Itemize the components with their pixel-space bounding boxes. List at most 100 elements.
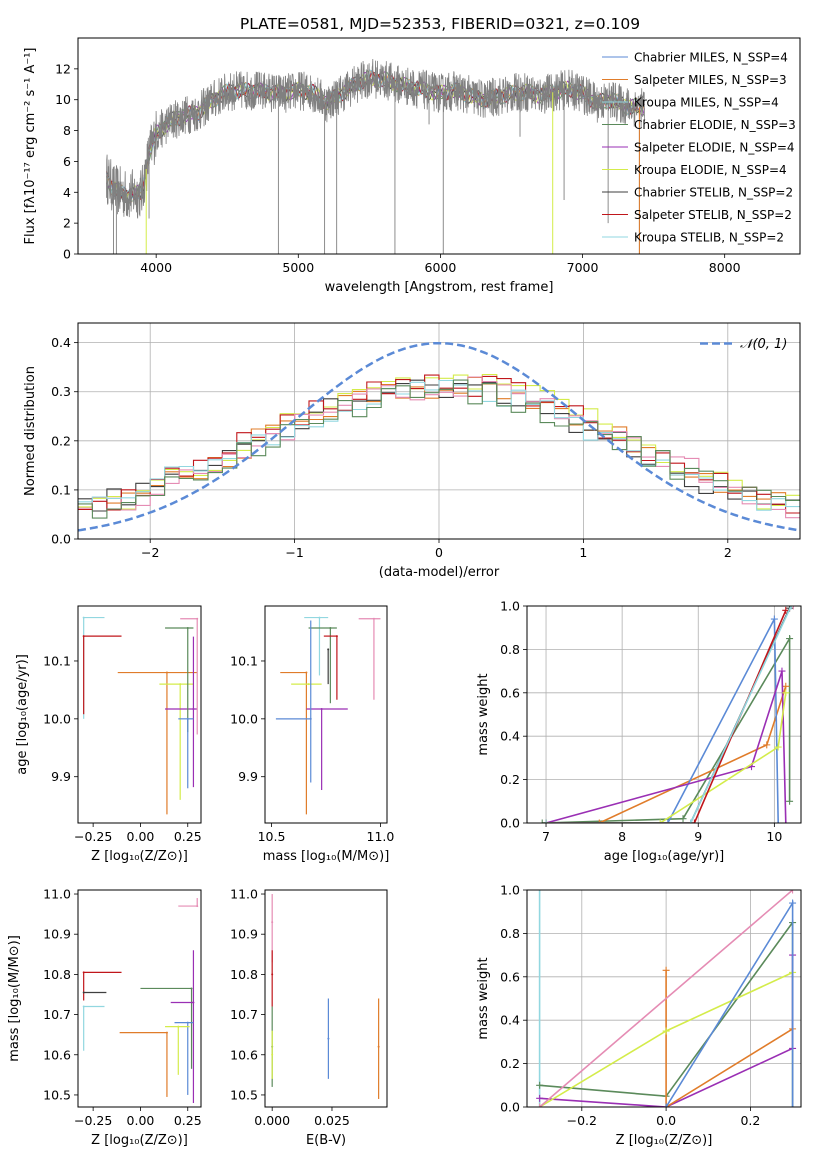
data-point (372, 617, 375, 620)
x-tick-label: 8 (618, 829, 626, 844)
legend-entry: Chabrier MILES, N_SSP=4 (634, 51, 788, 65)
data-point (271, 1053, 274, 1056)
data-point (320, 708, 323, 711)
y-tick-label: 10.9 (43, 927, 71, 942)
y-tick-label: 8 (63, 123, 71, 138)
histogram-step (78, 376, 800, 519)
x-tick-label: 0 (435, 545, 443, 560)
mass-weight-line (545, 670, 787, 823)
mass-weight-line (546, 692, 787, 823)
x-tick-label: −0.25 (74, 829, 112, 844)
x-tick-label: 0.2 (740, 1113, 760, 1128)
x-tick-label: 6000 (425, 260, 457, 275)
y-tick-label: 0.8 (500, 926, 520, 941)
legend-entry: 𝒩(0, 1) (740, 337, 787, 352)
x-tick-label: 0.00 (127, 829, 155, 844)
data-point (329, 626, 332, 629)
mass-weight-marker (662, 1103, 670, 1107)
mass-weight-marker (690, 819, 698, 823)
mass-weight-line (539, 890, 794, 1107)
legend-entry: Kroupa STELIB, N_SSP=2 (634, 231, 784, 245)
legend-entry: Kroupa ELODIE, N_SSP=4 (634, 163, 787, 177)
y-tick-label: 10.9 (230, 927, 258, 942)
mass-weight-marker (536, 890, 544, 894)
y-axis-label: mass [log₁₀(M/M⊙)] (7, 935, 22, 1062)
y-tick-label: 0.8 (500, 642, 520, 657)
x-tick-label: 0.25 (174, 1113, 202, 1128)
x-tick-label: 0.25 (174, 829, 202, 844)
legend-entry: Chabrier STELIB, N_SSP=2 (634, 186, 793, 200)
mass-weight-line (546, 606, 792, 823)
data-point (309, 717, 312, 720)
y-tick-label: 4 (63, 185, 71, 200)
data-point (82, 971, 85, 974)
mass-weight-marker (786, 797, 794, 805)
y-tick-label: 10 (55, 92, 71, 107)
plot-area (271, 894, 380, 1099)
axes-frame (77, 605, 202, 824)
x-tick-label: 10.5 (258, 829, 286, 844)
mass-weight-marker (782, 682, 790, 690)
x-tick-label: 2 (724, 545, 732, 560)
data-point (82, 1005, 85, 1008)
x-axis-label: E(B-V) (306, 1133, 346, 1148)
x-axis-label: wavelength [Angstrom, rest frame] (325, 280, 554, 295)
panel-residuals: −2 −1 0 1 2 0.0 0.1 0.2 0.3 0.4 (data-model)/error… (23, 322, 801, 580)
mass-weight-marker (782, 689, 790, 697)
normal-curve (78, 341, 800, 532)
y-tick-label: 10.7 (230, 1007, 258, 1022)
data-point (271, 973, 274, 976)
data-spectrum-line (106, 58, 646, 219)
data-point (271, 921, 274, 924)
data-point (335, 635, 338, 638)
mass-weight-marker (763, 741, 771, 749)
y-tick-label: 2 (63, 216, 71, 231)
mass-weight-marker (536, 1103, 544, 1107)
plot-area (275, 616, 381, 815)
panel-mass_vs_Z: −0.25 0.00 0.25 10.5 10.6 10.7 10.8 10.9 11.0 Z [… (7, 887, 202, 1148)
data-point (190, 987, 193, 990)
y-tick-label: 0.6 (500, 969, 520, 984)
y-tick-label: 11.0 (43, 887, 71, 902)
mass-weight-marker (595, 819, 603, 823)
y-tick-label: 10.8 (230, 967, 258, 982)
x-axis-label: age [log₁₀(age/yr)] (604, 849, 725, 864)
mass-weight-marker (770, 615, 778, 623)
mass-weight-marker (774, 743, 782, 751)
mass-weight-marker (679, 815, 687, 823)
panel-mass_weight_vs_age: 7 8 9 10 0.0 0.2 0.4 0.6 0.8 1.0 age [log₁₀(age/yr… (476, 599, 802, 864)
y-axis-label: mass weight (476, 957, 491, 1039)
legend-entry: Salpeter STELIB, N_SSP=2 (634, 208, 792, 222)
y-axis-label: age [log₁₀(age/yr)] (15, 654, 30, 775)
histogram-step (78, 374, 800, 514)
y-tick-label: 0.4 (500, 729, 520, 744)
mass-weight-marker (664, 819, 672, 823)
mass-weight-line (665, 970, 794, 1107)
data-point (177, 1025, 180, 1028)
panel-mass_weight_vs_Z: −0.2 0.0 0.2 0.0 0.2 0.4 0.6 0.8 1.0 Z [log₁₀(Z/Z… (476, 883, 802, 1148)
data-point (186, 626, 189, 629)
x-tick-label: 10 (766, 829, 782, 844)
y-tick-label: 0.0 (500, 1100, 520, 1115)
data-point (307, 683, 310, 686)
y-tick-label: 0.4 (500, 1013, 520, 1028)
mass-weight-marker (789, 1103, 797, 1107)
mass-weight-marker (789, 606, 797, 610)
x-tick-label: −1 (285, 545, 303, 560)
plot-area (82, 616, 199, 815)
x-tick-label: 4000 (140, 260, 172, 275)
y-tick-label: 9.9 (238, 769, 258, 784)
x-tick-label: −0.25 (74, 1113, 112, 1128)
axes-frame (264, 605, 388, 824)
data-point (377, 1045, 380, 1048)
mass-weight-marker (687, 819, 695, 823)
y-tick-label: 10.6 (230, 1047, 258, 1062)
plot-area (106, 58, 646, 254)
y-tick-label: 10.5 (230, 1087, 258, 1102)
legend-entry: Salpeter ELODIE, N_SSP=4 (634, 141, 795, 155)
y-tick-label: 6 (63, 154, 71, 169)
mass-weight-line (546, 609, 787, 823)
panel-spectrum: 4000 5000 6000 7000 8000 0 2 4 6 8 10 12 wavelength … (23, 37, 801, 295)
legend-entry: Kroupa MILES, N_SSP=4 (634, 96, 779, 110)
